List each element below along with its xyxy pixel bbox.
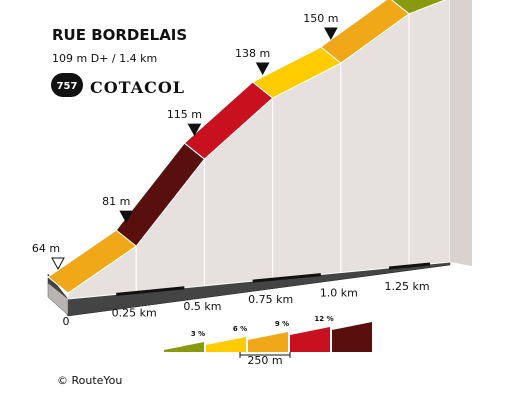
cotacol-logo: 757 COTACOL [51, 73, 185, 97]
credit-text: © RouteYou [57, 374, 122, 387]
legend-wedge [332, 322, 372, 352]
axis-scale-block [252, 273, 322, 283]
cotacol-number: 757 [57, 81, 78, 92]
elevation-label: 115 m [167, 108, 202, 121]
elevation-label: 138 m [235, 47, 270, 60]
axis-scale-block [116, 286, 185, 296]
profile-top-segment [391, 0, 447, 15]
legend-wedge [248, 332, 288, 352]
x-tick-label: 0.5 km [183, 300, 221, 313]
elevation-marker-open-triangle [51, 257, 65, 271]
legend-scale-label: 250 m [247, 354, 282, 367]
profile-top-segments [47, 0, 447, 294]
x-tick-label: 0.75 km [248, 293, 293, 306]
elevation-marker-triangle [119, 210, 134, 224]
legend-wedge [164, 342, 204, 352]
distance-axis: 0 0.25 km 0.5 km 0.75 km 1.0 km 1.25 km [63, 262, 431, 328]
legend-label: 9 % [275, 320, 289, 328]
cotacol-badge-icon [51, 73, 83, 97]
cotacol-brand: COTACOL [90, 78, 185, 97]
x-tick-label: 0 [63, 315, 70, 328]
elevation-marker-triangle [187, 123, 202, 137]
axis-scale-block [388, 262, 431, 270]
x-tick-label: 0.25 km [112, 306, 157, 319]
legend-label: 3 % [191, 330, 205, 338]
elevation-label: 150 m [303, 12, 338, 25]
profile-face-segment [272, 62, 342, 280]
x-tick-label: 1.0 km [320, 287, 358, 300]
profile-start-cap [47, 282, 69, 316]
legend-wedge [290, 327, 330, 352]
profile-end-cap [450, 0, 472, 266]
legend-label: 12 % [314, 315, 333, 323]
elevation-marker-triangle [324, 27, 338, 41]
gradient-legend: 3 % 6 % 9 % 12 % 250 m [164, 315, 372, 367]
legend-label: 6 % [233, 325, 247, 333]
chart-subtitle: 109 m D+ / 1.4 km [52, 52, 157, 65]
chart-title: RUE BORDELAIS [52, 26, 187, 44]
elevation-label: 64 m [32, 242, 60, 255]
x-tick-label: 1.25 km [385, 280, 430, 293]
elevation-label: 81 m [102, 195, 130, 208]
elevation-marker-triangle [255, 62, 270, 76]
profile-face-segment [408, 0, 451, 267]
legend-wedge [206, 337, 246, 352]
